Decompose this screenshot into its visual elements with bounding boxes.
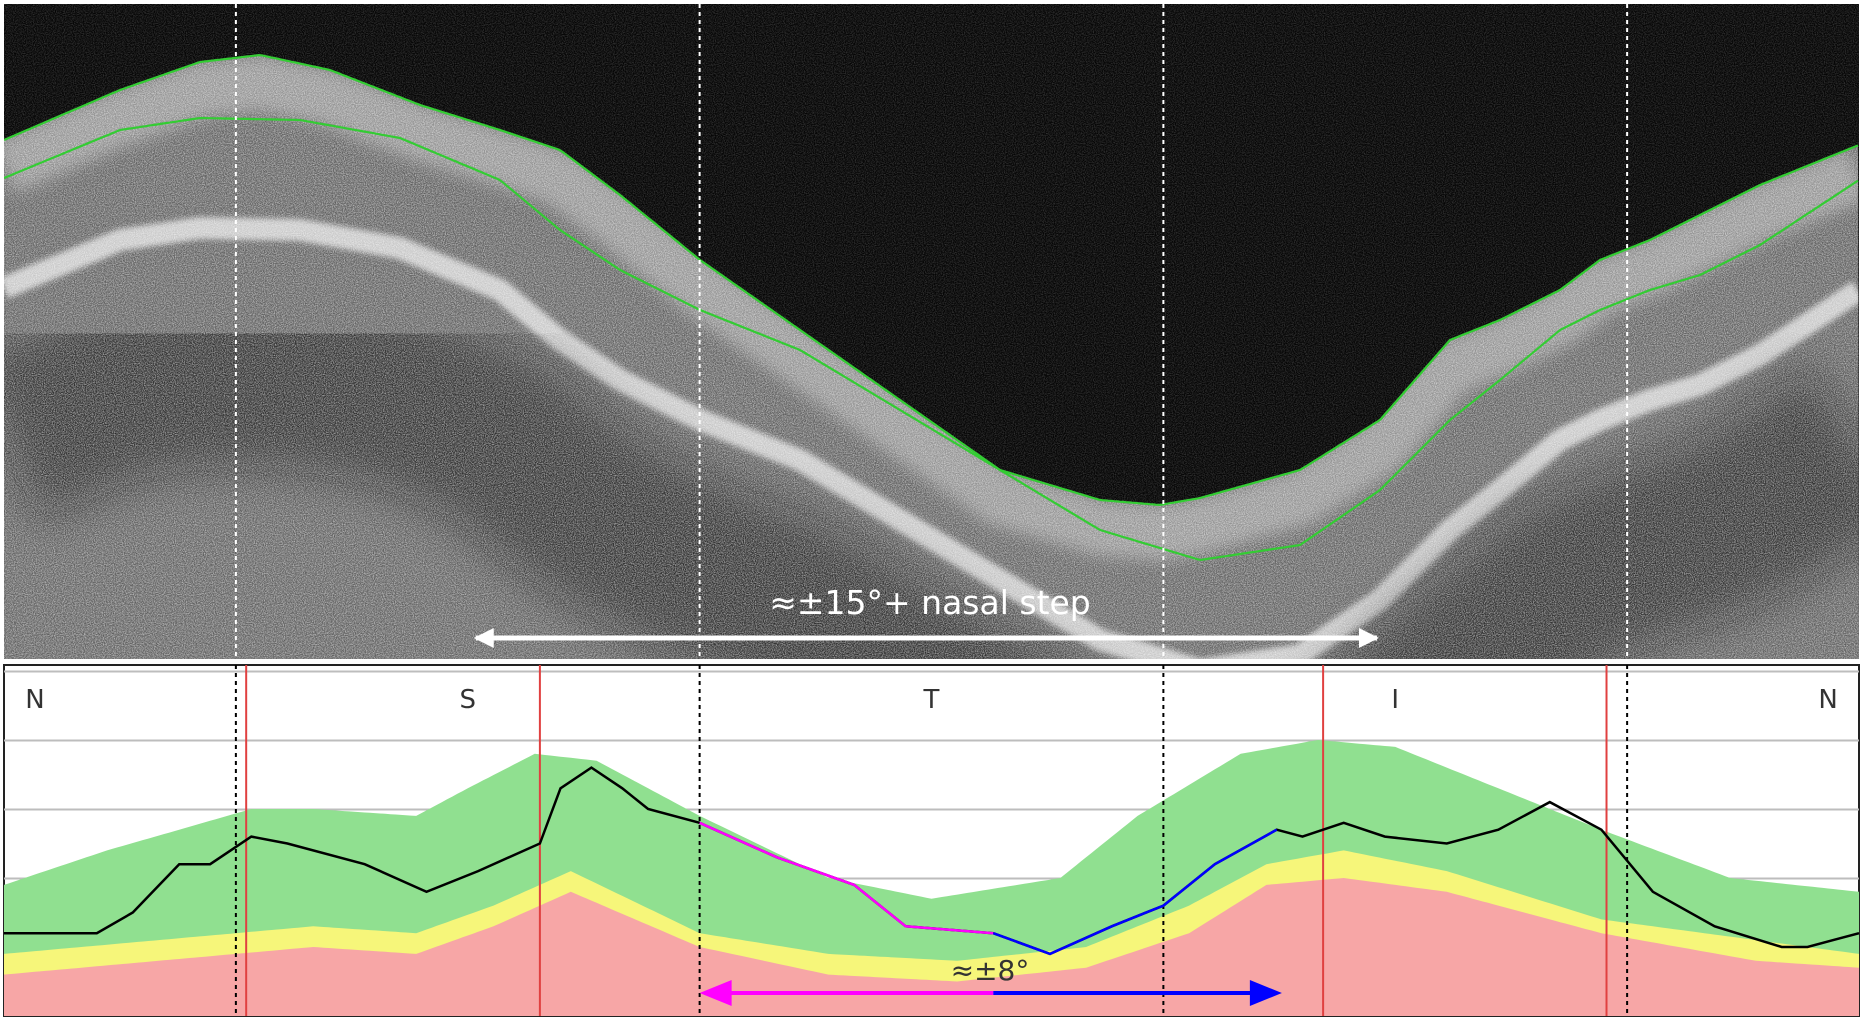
ilm-boundary-line	[4, 53, 1859, 507]
sector-label: T	[923, 685, 940, 715]
abnormal-band-area	[4, 878, 1859, 1016]
sector-boundaries	[234, 665, 1629, 1016]
oct-bscan: ≈±15°+ nasal step	[4, 4, 1859, 659]
profile-annotation: ≈±8°	[951, 954, 1030, 987]
rnfl-profile-chart: N S T I N ≈±8°	[3, 664, 1860, 1017]
highlight-right-segment	[992, 828, 1278, 956]
oct-annotation: ≈±15°+ nasal step	[769, 583, 1091, 622]
sector-label: N	[1818, 685, 1837, 715]
sector-label: N	[25, 685, 44, 715]
arrow-right-head	[1249, 980, 1282, 1006]
profile-range-arrow	[699, 980, 1282, 1006]
sector-label: S	[459, 685, 476, 715]
sector-label: I	[1391, 685, 1399, 715]
rnfl-boundary-line	[4, 116, 1859, 562]
highlight-left-segment	[699, 821, 994, 935]
arrow-left-head	[699, 980, 732, 1006]
